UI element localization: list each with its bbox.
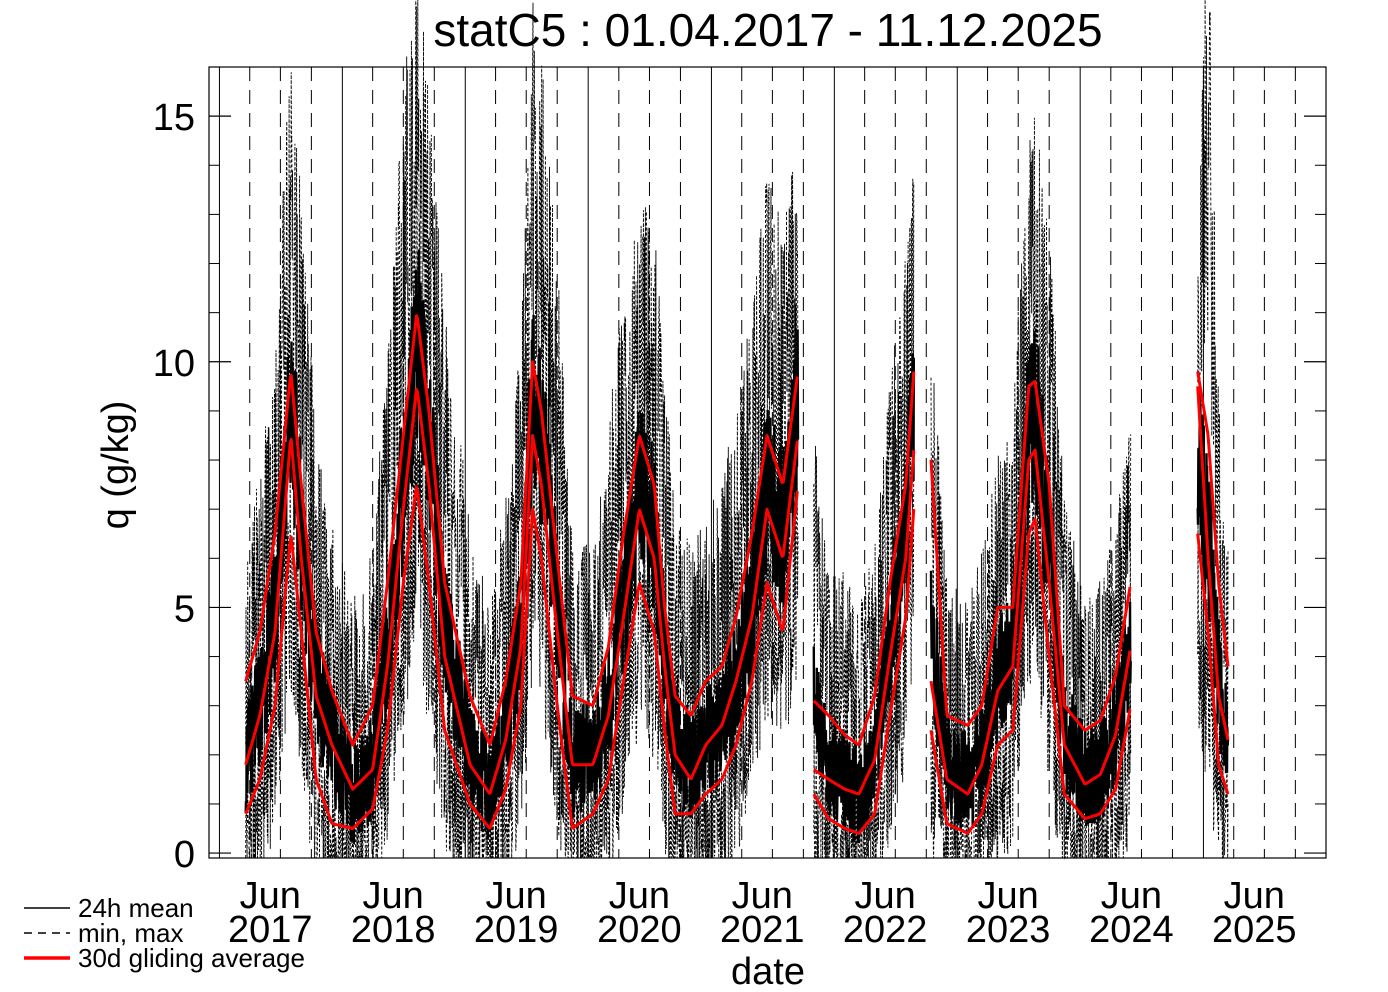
chart-title: statC5 : 01.04.2017 - 11.12.2025 (433, 4, 1102, 56)
x-tick-month-label: Jun (1224, 875, 1285, 917)
x-tick-year-label: 2017 (228, 909, 313, 951)
x-tick-month-label: Jun (609, 875, 670, 917)
daily-mean-trace (1196, 390, 1230, 774)
legend-label: 30d gliding average (78, 943, 305, 973)
gliding-average-max-line (1196, 371, 1230, 667)
daily-min-trace (930, 433, 1132, 860)
plot-frame (208, 66, 1327, 859)
daily-max-trace (930, 117, 1132, 801)
x-tick-year-label: 2019 (474, 909, 559, 951)
y-axis-ticks: 0 5 10 15 (153, 97, 1326, 876)
x-tick-year-label: 2023 (966, 909, 1051, 951)
x-tick-month-label: Jun (732, 875, 793, 917)
gliding-average-mean-line (1196, 386, 1230, 741)
x-tick-year-label: 2024 (1089, 909, 1174, 951)
x-tick-year-label: 2018 (351, 909, 436, 951)
x-tick-month-label: Jun (485, 875, 546, 917)
daily-min-trace (813, 402, 915, 859)
x-tick-year-label: 2020 (597, 909, 682, 951)
y-tick-label: 0 (174, 834, 195, 876)
x-tick-year-label: 2022 (843, 909, 928, 951)
gliding-average-max-line (244, 314, 799, 747)
gliding-average-min-line (812, 509, 916, 835)
x-tick-month-label: Jun (363, 875, 424, 917)
gliding-average-max-line (812, 371, 916, 746)
x-tick-month-label: Jun (240, 875, 301, 917)
gliding-average-traces (244, 314, 1230, 835)
daily-min-trace (245, 398, 799, 859)
gliding-average-min-line (1196, 533, 1230, 795)
daily-max-trace (1197, 0, 1229, 734)
daily-mean-trace (929, 330, 1132, 829)
gliding-average-mean-line (244, 387, 799, 795)
legend-label: min, max (78, 918, 183, 948)
x-tick-year-label: 2021 (720, 909, 805, 951)
y-tick-label: 5 (174, 588, 195, 630)
gliding-average-min-line (244, 485, 799, 830)
gliding-average-min-line (929, 517, 1132, 835)
x-tick-month-label: Jun (977, 875, 1038, 917)
y-tick-label: 15 (153, 97, 195, 139)
gliding-average-mean-line (929, 448, 1132, 796)
y-axis-label: q (g/kg) (95, 401, 137, 530)
x-tick-month-label: Jun (1101, 875, 1162, 917)
gliding-average-mean-line (813, 450, 916, 796)
y-tick-label: 10 (153, 343, 195, 385)
x-tick-month-label: Jun (855, 875, 916, 917)
x-tick-year-label: 2025 (1212, 909, 1297, 951)
x-axis-ticks: Jun2017Jun2018Jun2019Jun2020Jun2021Jun20… (228, 875, 1297, 951)
gliding-average-max-line (929, 379, 1132, 732)
x-axis-label: date (731, 951, 805, 992)
legend-label: 24h mean (78, 893, 194, 923)
